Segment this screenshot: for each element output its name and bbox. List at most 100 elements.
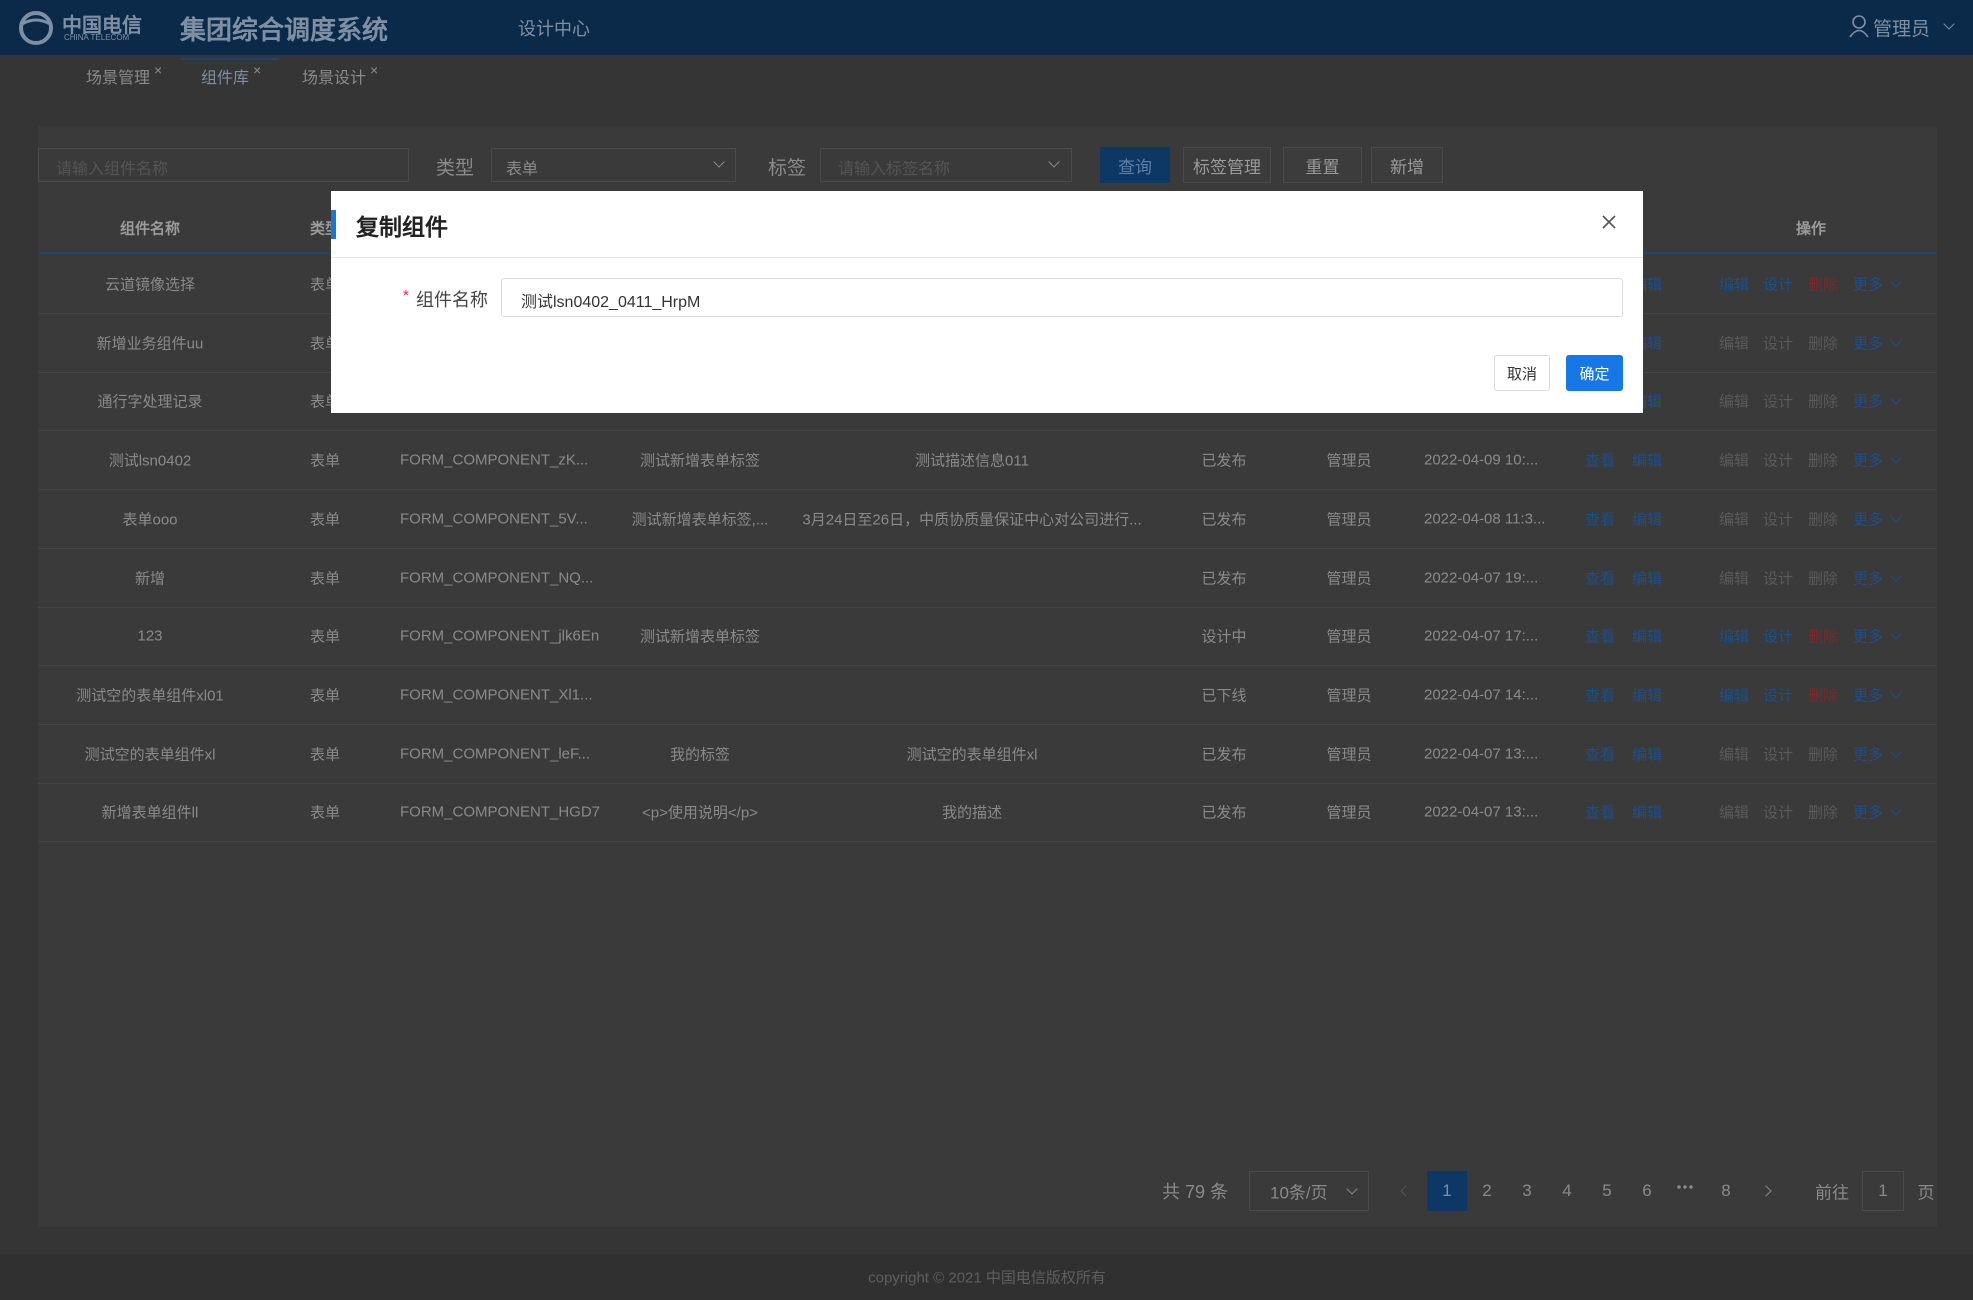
page-number[interactable]: 1 — [1442, 1181, 1452, 1200]
row-op[interactable]: 删除 — [1807, 511, 1839, 529]
row-op[interactable]: 删除 — [1807, 687, 1839, 705]
row-op[interactable]: 设计 — [1762, 687, 1794, 705]
row-op[interactable]: 删除 — [1807, 570, 1839, 587]
row-op[interactable]: 设计 — [1762, 570, 1794, 587]
tab-close[interactable]: × — [154, 62, 163, 78]
page-active-bg — [1427, 1171, 1467, 1211]
row-link[interactable]: 查看 — [1584, 628, 1616, 646]
cell-name: 测试空的表单组件xl01 — [76, 687, 224, 705]
row-op[interactable]: 设计 — [1762, 393, 1794, 411]
row-op[interactable]: 设计 — [1762, 804, 1794, 822]
page-number[interactable]: 3 — [1522, 1181, 1532, 1200]
tag-select[interactable] — [820, 148, 1072, 182]
row-op[interactable]: 编辑 — [1718, 335, 1750, 353]
type-select[interactable] — [491, 148, 736, 182]
page-size-select[interactable] — [1249, 1171, 1369, 1211]
user-name[interactable]: 管理员 — [1873, 19, 1931, 40]
row-op[interactable]: 更多 — [1852, 628, 1884, 646]
cell-type: 表单 — [309, 570, 341, 587]
tab-close[interactable]: × — [253, 62, 262, 78]
tab[interactable]: 组件库 — [201, 70, 250, 87]
row-divider — [38, 665, 1937, 667]
page-number[interactable]: 2 — [1482, 1181, 1492, 1200]
row-link[interactable]: 查看 — [1584, 452, 1616, 470]
row-op[interactable]: 编辑 — [1718, 570, 1750, 587]
row-op[interactable]: 编辑 — [1718, 393, 1750, 411]
cell-creator: 管理员 — [1326, 570, 1372, 587]
filter-button[interactable]: 查询 — [1100, 147, 1170, 183]
row-op[interactable]: 编辑 — [1718, 687, 1750, 705]
row-op[interactable]: 设计 — [1762, 511, 1794, 529]
row-op[interactable]: 删除 — [1807, 746, 1839, 764]
row-link[interactable]: 编辑 — [1631, 628, 1663, 646]
row-op[interactable]: 编辑 — [1718, 276, 1750, 294]
row-op[interactable]: 编辑 — [1718, 804, 1750, 822]
row-op[interactable]: 设计 — [1762, 452, 1794, 470]
row-op[interactable]: 删除 — [1807, 628, 1839, 646]
confirm-button[interactable]: 确定 — [1566, 355, 1623, 391]
cell-type: 表单 — [309, 804, 341, 822]
row-op[interactable]: 删除 — [1807, 393, 1839, 411]
cell-time: 2022-04-09 10:... — [1424, 451, 1539, 469]
tab[interactable]: 场景设计 — [302, 70, 367, 87]
row-op[interactable]: 更多 — [1852, 276, 1884, 294]
nav-item[interactable]: 设计中心 — [518, 19, 590, 39]
row-op[interactable]: 更多 — [1852, 335, 1884, 353]
page-number[interactable]: 5 — [1602, 1181, 1612, 1200]
active-tab-indicator — [181, 58, 279, 60]
row-divider — [38, 606, 1937, 608]
row-link[interactable]: 查看 — [1584, 804, 1616, 822]
cell-name: 新增 — [134, 570, 166, 587]
row-op[interactable]: 设计 — [1762, 335, 1794, 353]
column-header: 操作 — [1795, 220, 1827, 238]
filter-button[interactable]: 重置 — [1283, 147, 1362, 183]
cell-type: 表单 — [309, 687, 341, 705]
row-op[interactable]: 更多 — [1852, 746, 1884, 764]
row-op[interactable]: 更多 — [1852, 687, 1884, 705]
filter-button[interactable]: 标签管理 — [1183, 147, 1271, 183]
page-number[interactable]: 6 — [1642, 1181, 1652, 1200]
row-link[interactable]: 编辑 — [1631, 570, 1663, 587]
row-op[interactable]: 编辑 — [1718, 746, 1750, 764]
close-button[interactable] — [1601, 214, 1617, 230]
cell-tag: 测试新增表单标签 — [639, 452, 761, 470]
row-link[interactable]: 查看 — [1584, 746, 1616, 764]
filter-button[interactable]: 新增 — [1371, 147, 1443, 183]
divider — [331, 257, 1643, 258]
row-link[interactable]: 编辑 — [1631, 511, 1663, 529]
goto-label: 前往 — [1815, 1183, 1849, 1203]
row-op[interactable]: 删除 — [1807, 804, 1839, 822]
row-op[interactable]: 编辑 — [1718, 511, 1750, 529]
row-link[interactable]: 编辑 — [1631, 746, 1663, 764]
cell-type: 表单 — [309, 452, 341, 470]
row-op[interactable]: 更多 — [1852, 570, 1884, 587]
row-link[interactable]: 编辑 — [1631, 804, 1663, 822]
row-link[interactable]: 查看 — [1584, 511, 1616, 529]
row-link[interactable]: 编辑 — [1631, 687, 1663, 705]
row-op[interactable]: 删除 — [1807, 335, 1839, 353]
goto-input[interactable] — [1862, 1171, 1904, 1211]
row-op[interactable]: 删除 — [1807, 276, 1839, 294]
top-header: 中国电信 CHINA TELECOM 集团综合调度系统 设计中心 管理员 — [0, 0, 1973, 55]
row-link[interactable]: 查看 — [1584, 570, 1616, 587]
tab-close[interactable]: × — [370, 62, 379, 78]
name-input[interactable] — [38, 148, 409, 182]
row-op[interactable]: 更多 — [1852, 452, 1884, 470]
name-field[interactable] — [501, 278, 1623, 317]
cancel-button[interactable]: 取消 — [1494, 355, 1550, 391]
row-link[interactable]: 查看 — [1584, 687, 1616, 705]
row-op[interactable]: 更多 — [1852, 511, 1884, 529]
row-op[interactable]: 编辑 — [1718, 452, 1750, 470]
tab[interactable]: 场景管理 — [86, 70, 151, 87]
row-op[interactable]: 设计 — [1762, 276, 1794, 294]
page-number[interactable]: 4 — [1562, 1181, 1572, 1200]
page-number[interactable]: 8 — [1721, 1181, 1731, 1200]
row-op[interactable]: 更多 — [1852, 393, 1884, 411]
row-op[interactable]: 设计 — [1762, 628, 1794, 646]
row-op[interactable]: 编辑 — [1718, 628, 1750, 646]
row-link[interactable]: 编辑 — [1631, 452, 1663, 470]
cell-status: 已下线 — [1201, 687, 1247, 705]
row-op[interactable]: 删除 — [1807, 452, 1839, 470]
row-op[interactable]: 设计 — [1762, 746, 1794, 764]
row-op[interactable]: 更多 — [1852, 804, 1884, 822]
